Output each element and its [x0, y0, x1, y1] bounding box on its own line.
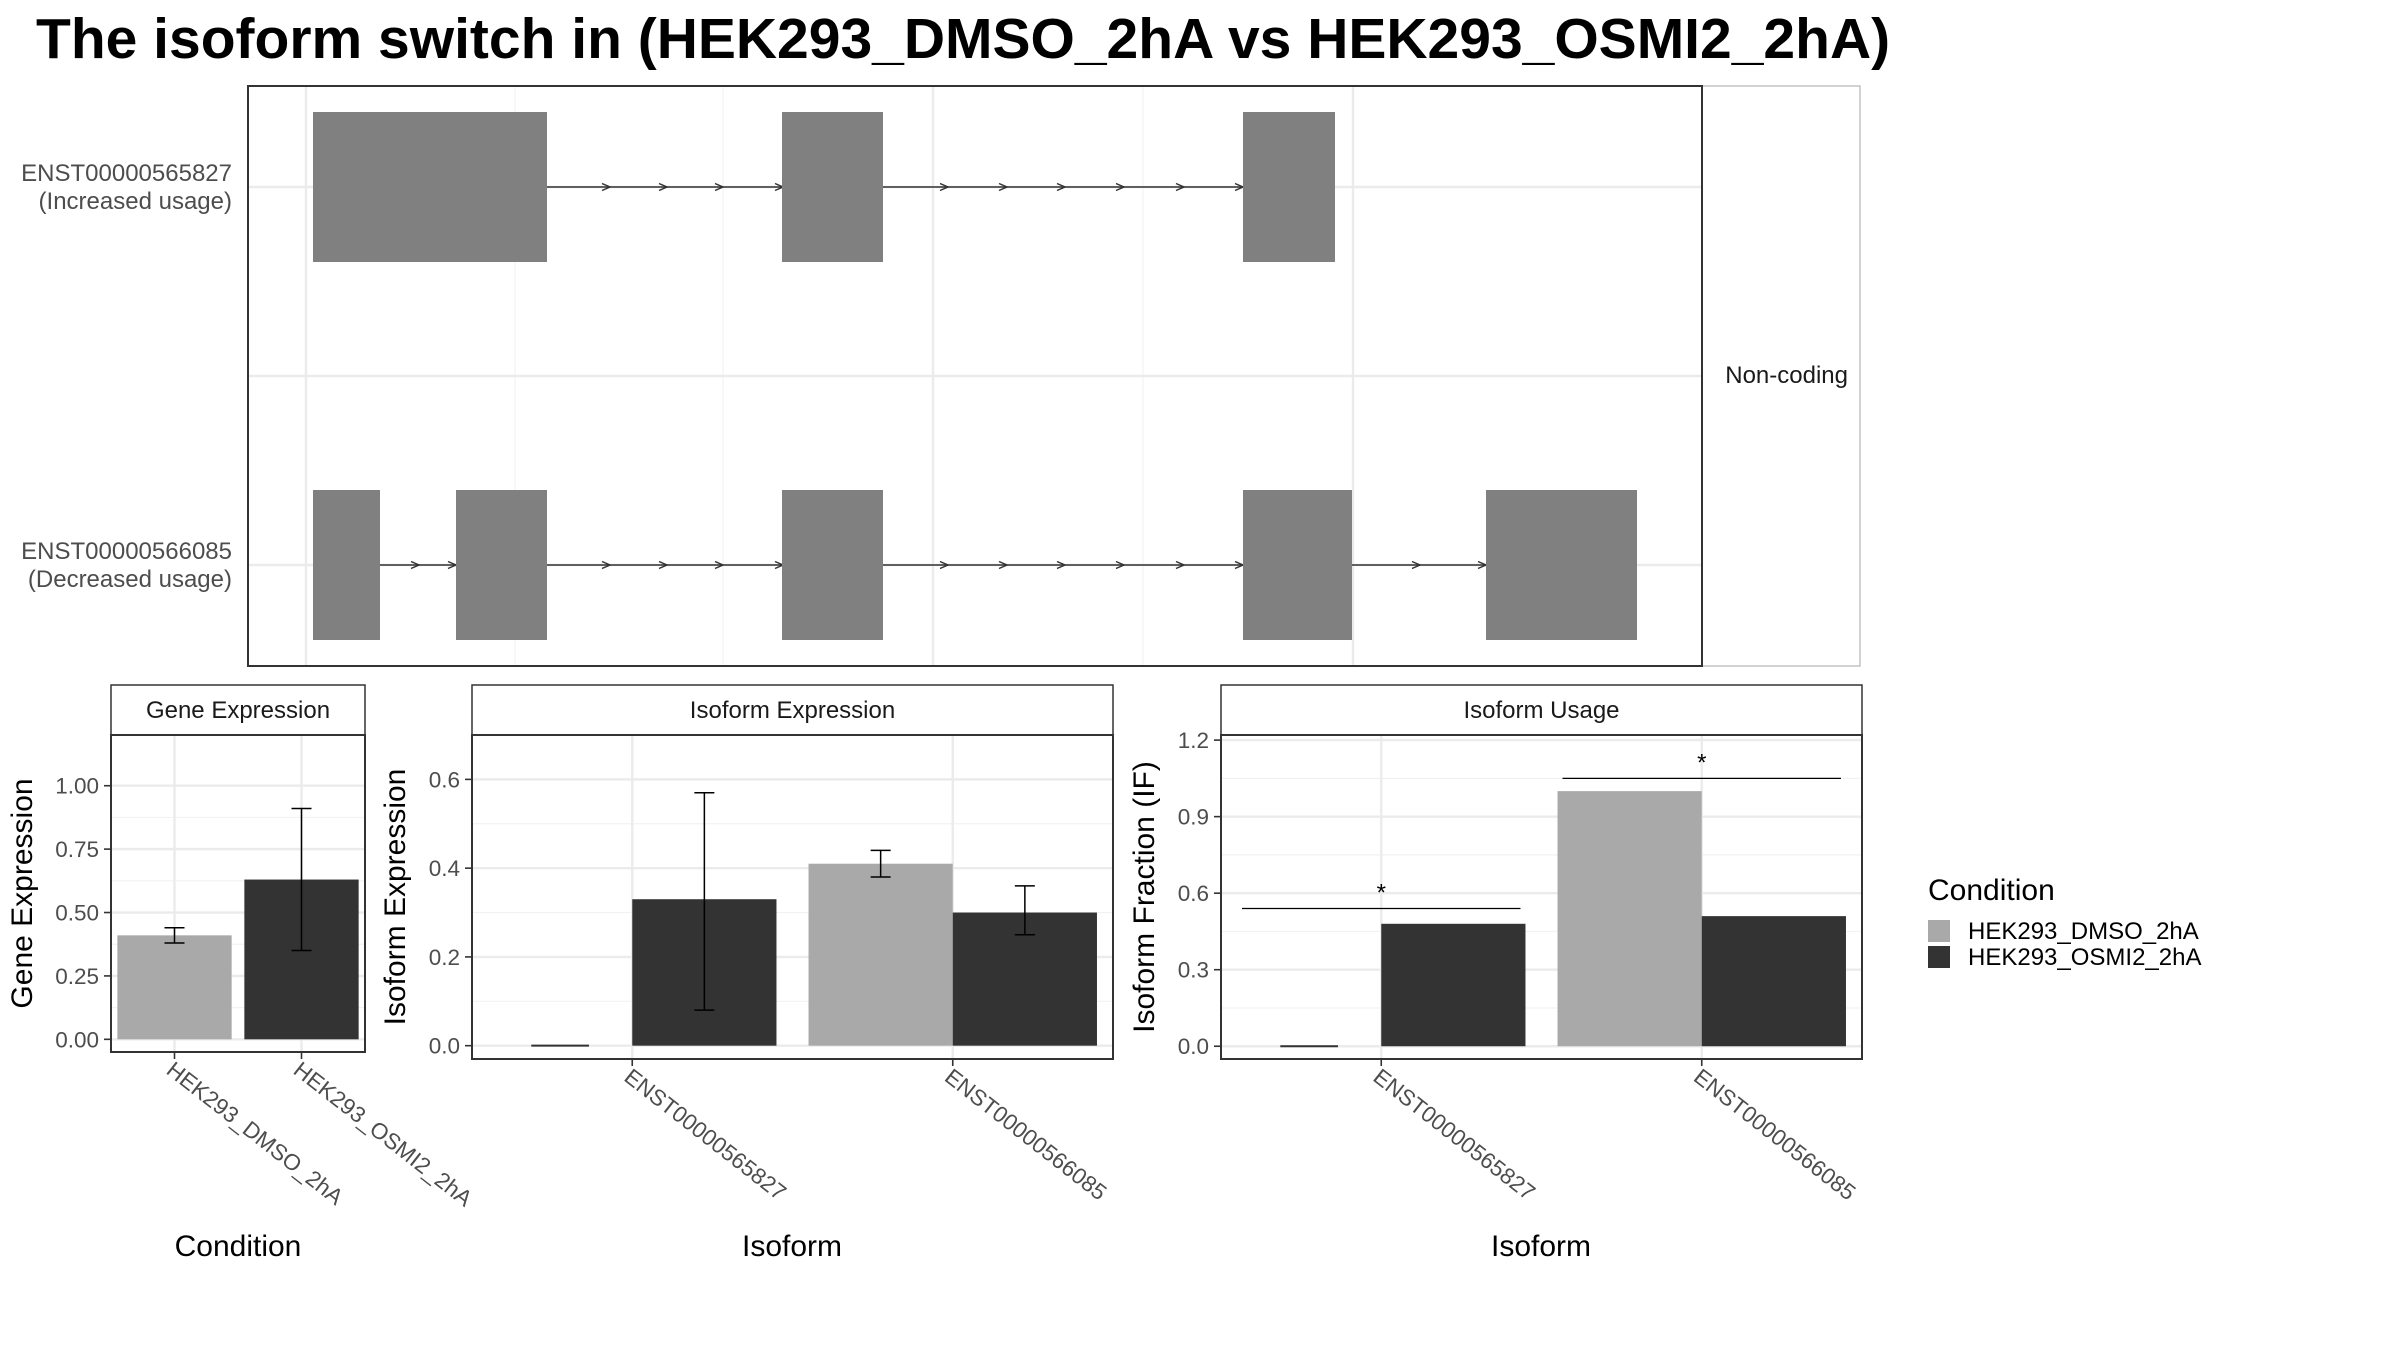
- bar: [117, 935, 232, 1040]
- error-bar: [164, 926, 185, 944]
- y-tick-label: 0.9: [1178, 805, 1209, 830]
- transcript-id-label: ENST00000566085: [21, 538, 232, 565]
- y-axis-title: Isoform Fraction (IF): [1128, 761, 1161, 1033]
- bar: [1381, 923, 1526, 1047]
- y-tick-label: 0.25: [55, 964, 99, 989]
- intron-direction-arrow: [1115, 182, 1126, 192]
- x-axis-title: Condition: [175, 1230, 302, 1263]
- error-bar: [694, 791, 715, 1011]
- x-tick-label: ENST00000565827: [1369, 1064, 1540, 1205]
- isoform-usage-panel: Isoform Usage 0.0 0.3 0.6 0.9 1.2 * * ENST000005…: [1128, 684, 1863, 1263]
- intron-direction-arrow: [601, 560, 612, 570]
- figure-title: The isoform switch in (HEK293_DMSO_2hA v…: [36, 7, 1890, 71]
- intron-direction-arrow: [1175, 182, 1186, 192]
- panel-strip: [471, 684, 1114, 736]
- significance-star: *: [1697, 749, 1706, 776]
- y-tick-label: 0.0: [429, 1034, 460, 1059]
- intron-direction-arrow: [1056, 560, 1067, 570]
- transcript-structure-panel: ENST00000565827(Increased usage) ENST0000…: [21, 85, 1861, 667]
- y-tick-label: 1.2: [1178, 728, 1209, 753]
- y-tick-label: 0.6: [1178, 881, 1209, 906]
- error-bar: [291, 807, 312, 952]
- gene-expression-panel: Gene Expression0.000.250.500.751.00HEK29…: [6, 684, 477, 1263]
- x-axis-title: Isoform: [1491, 1230, 1591, 1263]
- error-bar: [1014, 885, 1035, 936]
- intron-direction-arrow: [939, 182, 950, 192]
- panel-border: [110, 734, 366, 1053]
- y-tick-label: 0.6: [429, 767, 460, 792]
- y-tick-label: 0.2: [429, 945, 460, 970]
- exon-block: [313, 490, 380, 640]
- intron-direction-arrow: [601, 182, 612, 192]
- intron-direction-arrow: [658, 182, 669, 192]
- bar: [808, 863, 953, 1046]
- panel-border: [471, 734, 1114, 1060]
- y-tick-label: 0.3: [1178, 958, 1209, 983]
- exon-block: [782, 112, 883, 262]
- exon-block: [1243, 112, 1335, 262]
- intron-direction-arrow: [939, 560, 950, 570]
- x-tick-label: ENST00000566085: [1689, 1064, 1860, 1205]
- structure-panel-border: [247, 85, 1703, 667]
- exon-block: [1486, 490, 1637, 640]
- panel-strip-title: Gene Expression: [146, 697, 330, 724]
- y-axis-title: Isoform Expression: [379, 769, 412, 1026]
- intron-direction-arrow: [1115, 560, 1126, 570]
- intron-direction-arrow: [1056, 182, 1067, 192]
- legend-entry-label: HEK293_OSMI2_2hA: [1968, 944, 2201, 971]
- x-axis-title: Isoform: [742, 1230, 842, 1263]
- exon-block: [313, 112, 547, 262]
- intron-direction-arrow: [658, 560, 669, 570]
- x-tick-label: ENST00000566085: [940, 1064, 1111, 1205]
- legend-swatch: [1928, 946, 1950, 968]
- legend-entry-label: HEK293_DMSO_2hA: [1968, 918, 2199, 945]
- legend-swatch: [1928, 920, 1950, 942]
- y-tick-label: 0.00: [55, 1027, 99, 1052]
- x-tick-label: ENST00000565827: [620, 1064, 791, 1205]
- exon-block: [456, 490, 547, 640]
- intron-direction-arrow: [714, 182, 725, 192]
- intron-direction-arrow: [410, 560, 421, 570]
- panel-strip-title: Isoform Expression: [690, 697, 895, 724]
- isoform-expression-panel: Isoform Expression 0.0 0.2 0.4 0.6 ENST000005…: [379, 684, 1114, 1263]
- bar: [1701, 916, 1846, 1047]
- intron-direction-arrow: [998, 182, 1009, 192]
- y-tick-label: 0.75: [55, 837, 99, 862]
- exon-block: [1243, 490, 1352, 640]
- intron-direction-arrow: [1411, 560, 1422, 570]
- panel-border: [1220, 734, 1863, 1060]
- facet-label-noncoding: Non-coding: [1725, 362, 1848, 389]
- exon-block: [782, 490, 883, 640]
- intron-direction-arrow: [714, 560, 725, 570]
- y-tick-label: 0.4: [429, 856, 460, 881]
- error-bar: [870, 849, 891, 878]
- transcript-usage-label: (Decreased usage): [28, 566, 232, 593]
- y-tick-label: 0.0: [1178, 1034, 1209, 1059]
- y-tick-label: 1.00: [55, 774, 99, 799]
- transcript-id-label: ENST00000565827: [21, 160, 232, 187]
- intron-direction-arrow: [998, 560, 1009, 570]
- legend-title: Condition: [1928, 874, 2055, 907]
- y-tick-label: 0.50: [55, 901, 99, 926]
- panel-strip-title: Isoform Usage: [1463, 697, 1619, 724]
- bar: [1557, 791, 1702, 1047]
- transcript-usage-label: (Increased usage): [39, 188, 232, 215]
- intron-direction-arrow: [1175, 560, 1186, 570]
- significance-star: *: [1377, 879, 1386, 906]
- y-axis-title: Gene Expression: [6, 778, 39, 1008]
